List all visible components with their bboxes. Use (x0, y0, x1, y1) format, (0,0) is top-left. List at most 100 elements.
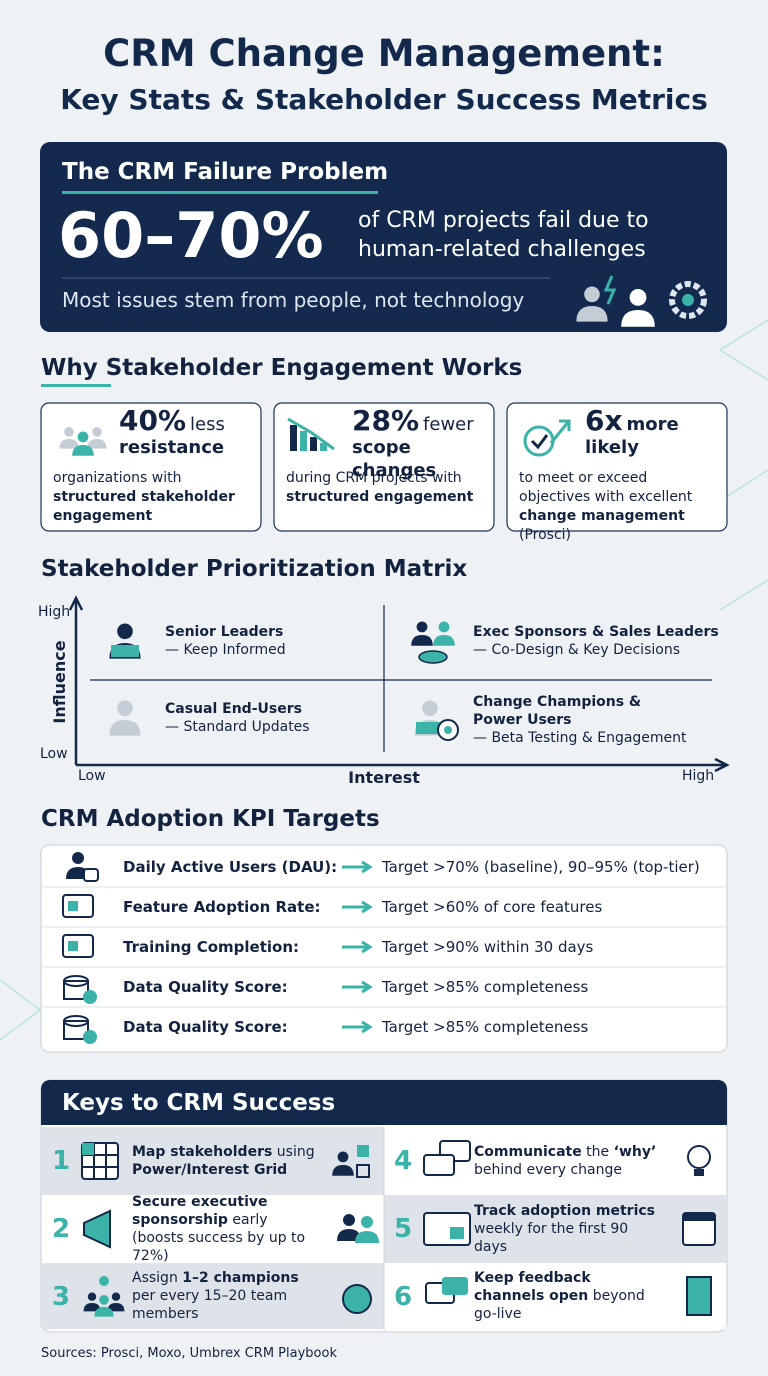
quadrant-action: — Keep Informed (165, 642, 286, 658)
problem-statement: of CRM projects fail due to human-relate… (358, 208, 649, 262)
star-dot (99, 1276, 109, 1286)
person-icon-head (422, 700, 438, 717)
person-icon-body (59, 439, 79, 449)
person-icon-body (337, 1229, 361, 1241)
stat-card (273, 402, 495, 532)
person-icon-head (438, 621, 450, 633)
key-text: Map stakeholders using Power/Interest Gr… (132, 1127, 322, 1195)
kpi-target: Target >85% completeness (382, 1018, 589, 1036)
key-number: 3 (52, 1282, 71, 1312)
section-heading: CRM Adoption KPI Targets (41, 806, 380, 832)
text-segment: ‘why’ (613, 1144, 657, 1160)
check-badge (83, 1030, 97, 1044)
key-number: 2 (52, 1214, 71, 1244)
star-icon (342, 1284, 372, 1314)
text-segment: Assign (132, 1270, 183, 1286)
key-number: 6 (394, 1282, 413, 1312)
key-text: Communicate the ‘why’ behind every chang… (474, 1127, 664, 1195)
kpi-metric: Daily Active Users (DAU): (123, 858, 338, 876)
text-segment: scope changes (352, 437, 437, 481)
gear-icon (669, 281, 707, 319)
key-text-body: Track adoption metrics weekly for the fi… (474, 1202, 664, 1256)
star-badge-core (444, 726, 452, 734)
kpi-target: Target >60% of core features (382, 898, 603, 916)
text-segment: (Prosci) (519, 527, 572, 543)
decor-line (719, 579, 768, 611)
text-segment: during CRM projects with (286, 470, 462, 486)
card-headline: 40% less resistance (119, 407, 255, 459)
kpi-target: Target >90% within 30 days (382, 938, 594, 956)
trend-arrow (287, 417, 335, 451)
axis-title: Interest (348, 768, 420, 787)
icon-detail (68, 901, 78, 911)
problem-heading: The CRM Failure Problem (62, 159, 389, 185)
person-accent (416, 722, 444, 734)
text-segment: Secure executive sponsorship (132, 1194, 268, 1228)
person-icon-head (111, 1292, 121, 1301)
person-icon-body (107, 1303, 125, 1312)
kpi-target: Target >85% completeness (382, 978, 589, 996)
kpi-target: Target >70% (baseline), 90–95% (top-tier… (382, 858, 700, 876)
person-icon-head (117, 623, 133, 640)
kpi-arrow (342, 940, 373, 954)
title-line-1: CRM Change Management: (103, 32, 665, 75)
card-text: organizations with structured stakeholde… (53, 469, 255, 526)
keys-header (41, 1080, 727, 1125)
person-icon-body (576, 306, 608, 322)
axis-label: High (682, 768, 715, 784)
kpi-arrow (342, 860, 373, 874)
person-icon-head (361, 1216, 373, 1228)
key-text: Secure executive sponsorship early (boos… (132, 1194, 322, 1264)
text-segment: early (boosts success by up to 72%) (132, 1212, 306, 1264)
kpi-metric: Data Quality Score: (123, 1018, 288, 1036)
node-icon (357, 1145, 369, 1157)
text-segment: fewer (423, 414, 474, 435)
person-icon-head (72, 852, 84, 864)
person-icon-body (72, 445, 94, 456)
quadrant-action: — Standard Updates (165, 719, 310, 735)
key-number: 1 (52, 1146, 71, 1176)
text-segment: to meet or exceed objectives with excell… (519, 470, 693, 505)
person-icon-body (433, 635, 455, 646)
db-icon-body (63, 1020, 89, 1040)
key-number: 4 (394, 1146, 413, 1176)
section-heading: Why Stakeholder Engagement Works (41, 355, 523, 381)
text-segment: Map stakeholders (132, 1144, 273, 1160)
person-icon-head (99, 1295, 109, 1305)
heading-underline (41, 384, 111, 387)
kpi-arrow (342, 980, 373, 994)
key-text: Keep feedback channels open beyond go-li… (474, 1263, 664, 1329)
decor-line (719, 349, 768, 381)
keys-heading: Keys to CRM Success (62, 1090, 336, 1116)
text-segment: Keep feedback channels open (474, 1270, 591, 1304)
kpi-arrow (342, 1020, 373, 1034)
card-headline: 28% fewer scope changes (352, 407, 488, 482)
decor-line (0, 1009, 41, 1041)
up-arrow (549, 419, 571, 444)
text-segment: structured stakeholder engagement (53, 489, 235, 524)
key-text-body: Communicate the ‘why’ behind every chang… (474, 1143, 664, 1179)
kpi-metric: Data Quality Score: (123, 978, 288, 996)
bar-icon (290, 425, 297, 451)
person-icon-body (355, 1231, 379, 1243)
text-segment: resistance (119, 437, 225, 458)
decor-line (0, 979, 41, 1011)
person-icon-head (629, 289, 647, 306)
person-icon-head (87, 1292, 97, 1301)
person-icon-head (117, 700, 133, 717)
gear-icon-core (682, 294, 694, 306)
person-icon-body (83, 1303, 101, 1312)
key-text: Track adoption metrics weekly for the fi… (474, 1195, 664, 1263)
axis-label: High (38, 604, 71, 620)
person-icon-body (94, 1307, 114, 1317)
door-icon (686, 1276, 712, 1316)
axis-label: Low (78, 768, 106, 784)
bulb-icon (687, 1145, 711, 1169)
person-icon-body (621, 310, 655, 327)
person-icon-head (416, 621, 428, 633)
person-icon-head (337, 1151, 349, 1163)
axis-title: Influence (50, 640, 69, 724)
bar-icon (320, 443, 327, 451)
